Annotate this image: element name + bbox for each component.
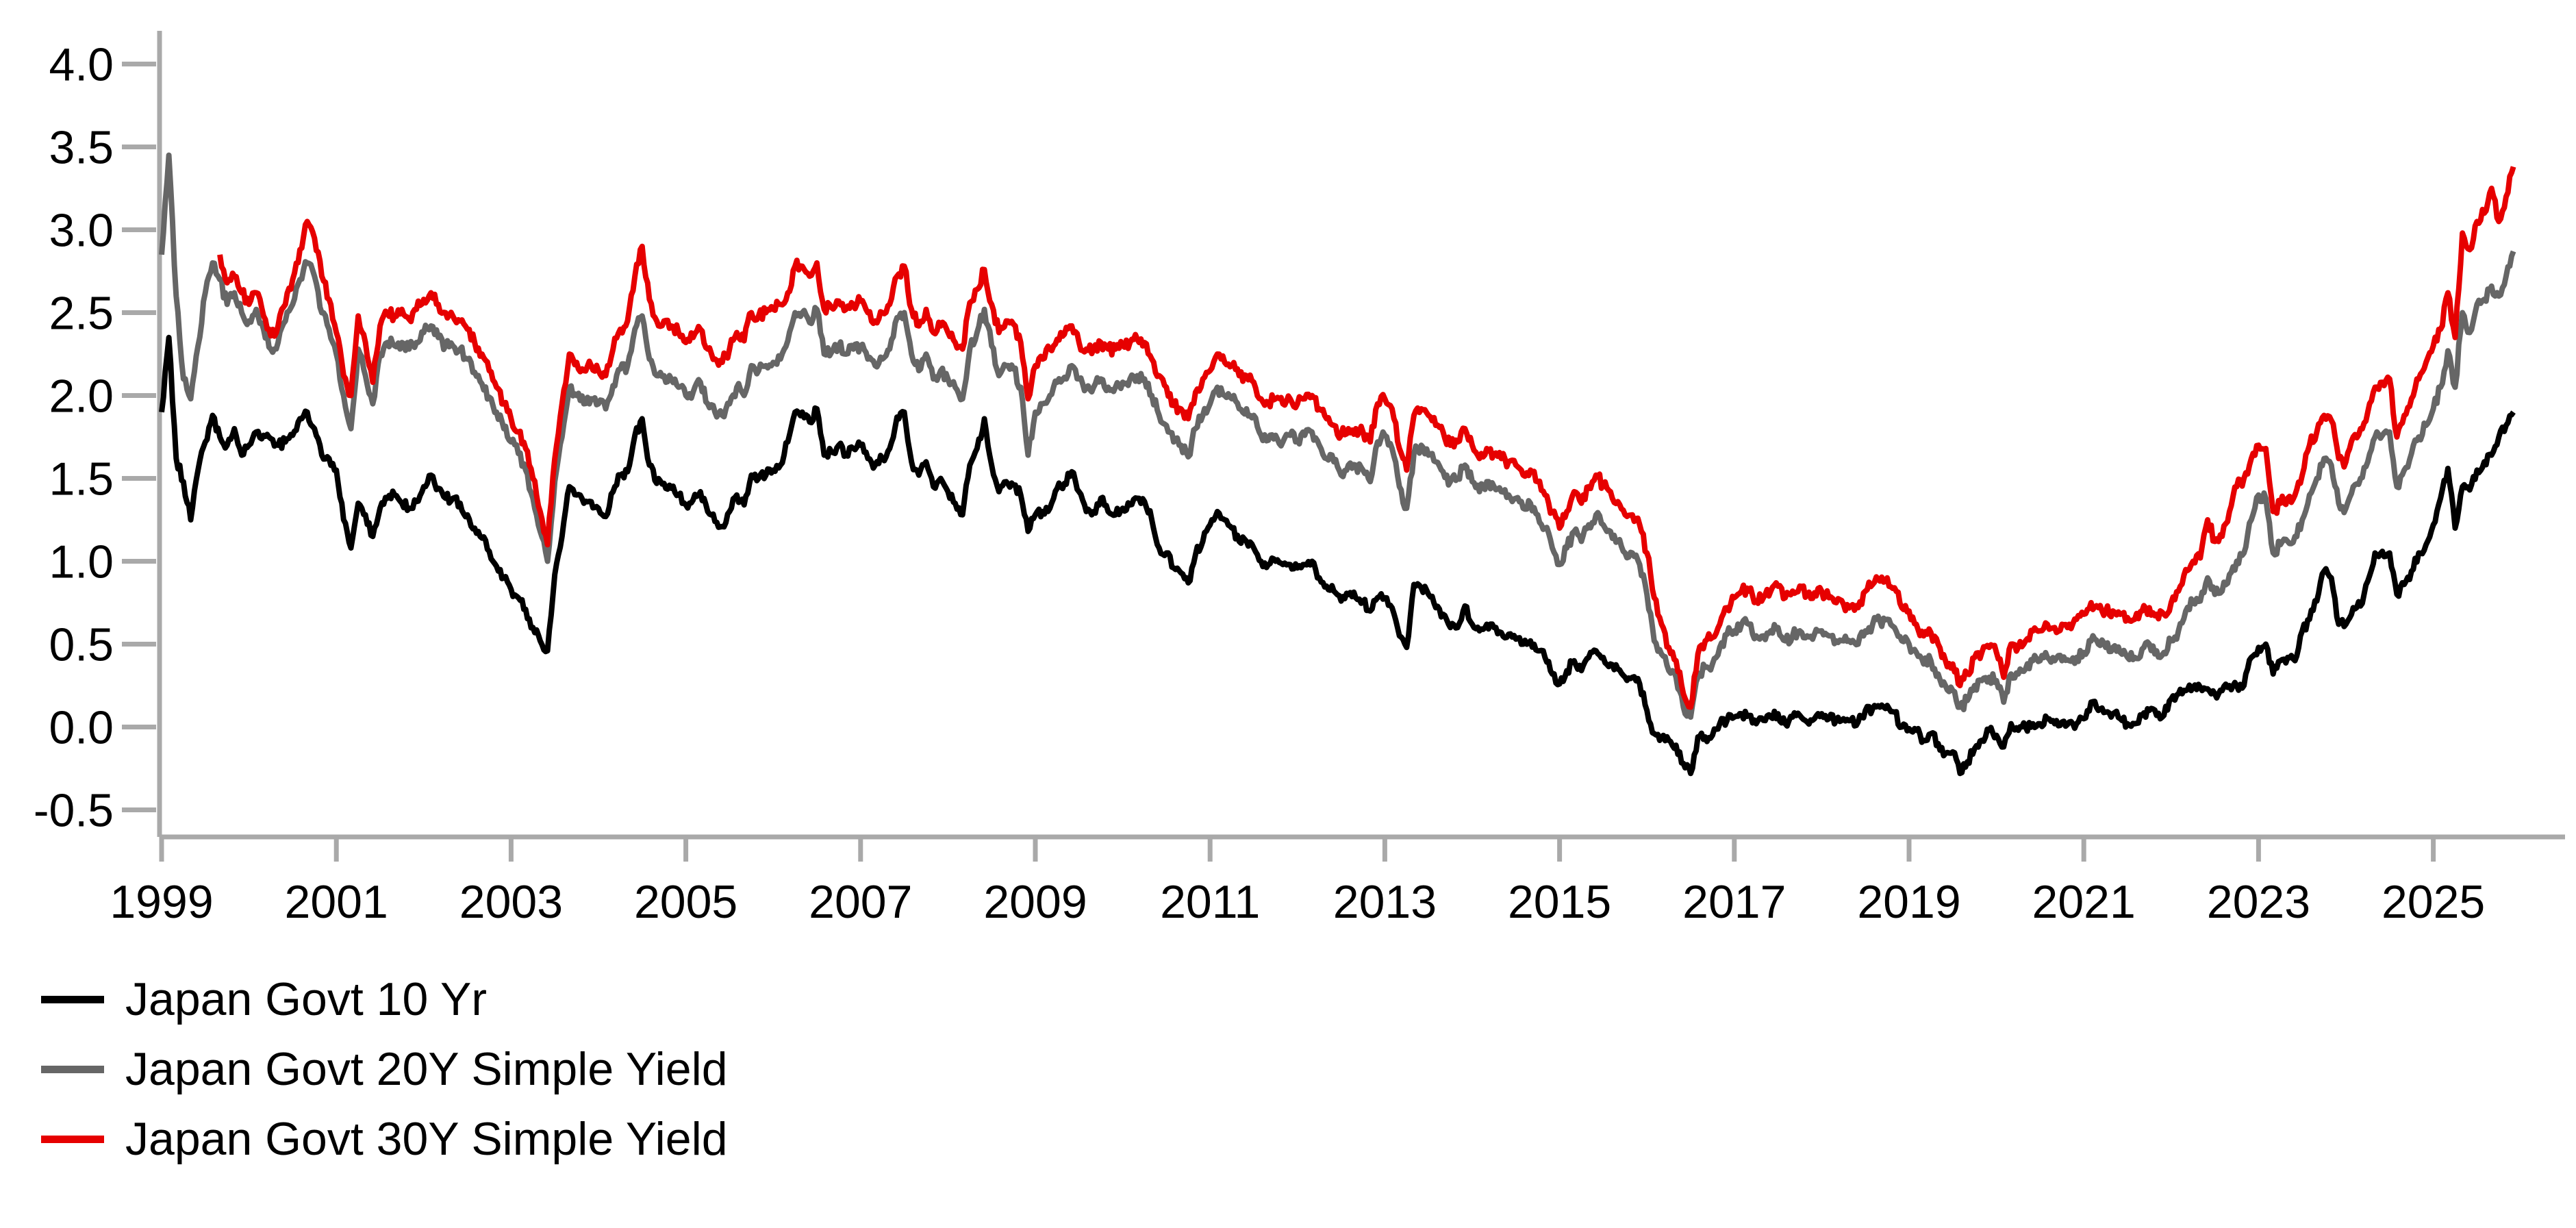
y-tick-label: 4.0: [49, 38, 114, 90]
legend-swatch-20yr-simple: [41, 1065, 104, 1073]
legend-item-30yr-simple: Japan Govt 30Y Simple Yield: [41, 1104, 728, 1174]
y-tick-label: 1.5: [49, 453, 114, 505]
x-tick-label: 2013: [1333, 876, 1437, 928]
x-tick-label: 2009: [983, 876, 1087, 928]
x-tick-label: 2023: [2207, 876, 2310, 928]
x-tick-label: 2019: [1857, 876, 1960, 928]
x-tick-label: 2017: [1682, 876, 1786, 928]
legend-label-10yr: Japan Govt 10 Yr: [125, 973, 487, 1025]
y-tick-label: 2.0: [49, 370, 114, 422]
legend-swatch-30yr-simple: [41, 1135, 104, 1143]
y-tick-label: 0.5: [49, 618, 114, 671]
x-tick-label: 2015: [1508, 876, 1611, 928]
legend-item-20yr-simple: Japan Govt 20Y Simple Yield: [41, 1034, 728, 1104]
x-tick-label: 2005: [634, 876, 737, 928]
x-tick-label: 2007: [809, 876, 912, 928]
x-tick-label: 2003: [459, 876, 563, 928]
series-line-30yr-simple: [217, 166, 2516, 710]
y-tick-label: -0.5: [34, 784, 114, 836]
y-tick-label: 0.0: [49, 701, 114, 753]
legend-label-20yr-simple: Japan Govt 20Y Simple Yield: [125, 1043, 728, 1095]
legend-label-30yr-simple: Japan Govt 30Y Simple Yield: [125, 1113, 728, 1165]
y-tick-label: 3.0: [49, 204, 114, 256]
x-tick-label: 2021: [2032, 876, 2136, 928]
series-line-10yr: [159, 334, 2516, 777]
legend-swatch-10yr: [41, 995, 104, 1003]
x-tick-label: 1999: [110, 876, 213, 928]
legend-item-10yr: Japan Govt 10 Yr: [41, 964, 728, 1034]
y-tick-label: 2.5: [49, 287, 114, 339]
y-tick-label: 3.5: [49, 121, 114, 173]
x-tick-label: 2001: [285, 876, 388, 928]
y-tick-label: 1.0: [49, 536, 114, 588]
legend: Japan Govt 10 Yr Japan Govt 20Y Simple Y…: [41, 964, 728, 1174]
x-tick-label: 2011: [1160, 876, 1260, 928]
x-tick-label: 2025: [2382, 876, 2485, 928]
